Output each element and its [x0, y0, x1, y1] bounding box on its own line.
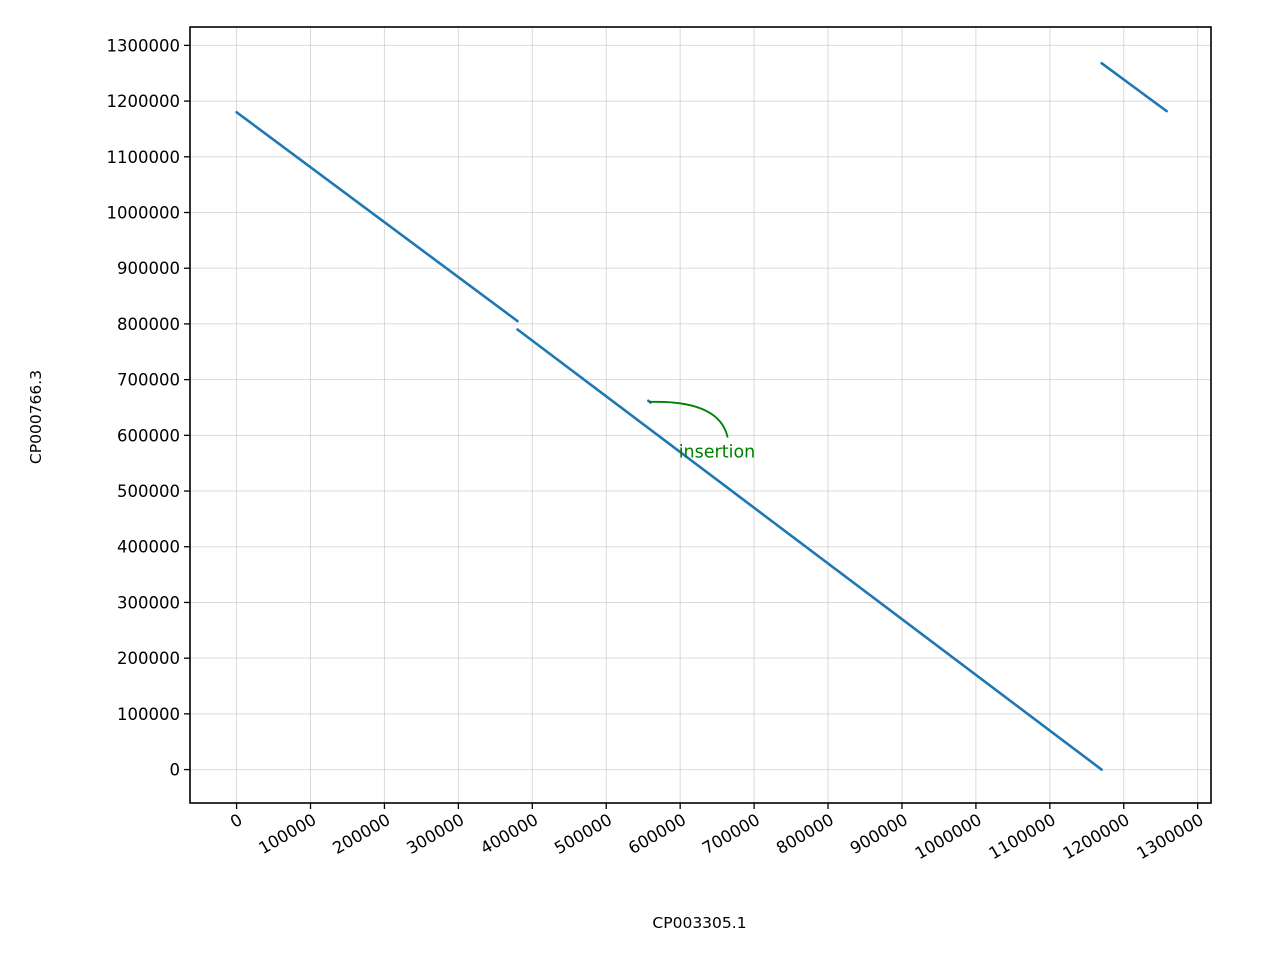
- y-tick-label: 700000: [117, 371, 180, 390]
- y-tick-label: 200000: [117, 649, 180, 668]
- alignment-segment: [235, 110, 519, 323]
- x-tick-label: 0: [227, 810, 246, 832]
- x-tick-label: 400000: [477, 810, 541, 858]
- alignment-segment: [1100, 61, 1168, 113]
- x-tick-label: 800000: [773, 810, 837, 858]
- y-tick-label: 600000: [117, 426, 180, 445]
- annotations: insertion: [649, 400, 756, 463]
- x-tick-label: 1100000: [986, 810, 1059, 863]
- x-tick-label: 700000: [699, 810, 763, 858]
- x-axis-label: CP003305.1: [652, 914, 746, 932]
- y-tick-label: 1100000: [107, 148, 181, 167]
- x-axis-ticks: 0 100000 200000 300000 400000 500000 600000 700…: [227, 803, 1207, 863]
- y-tick-label: 1300000: [107, 36, 181, 55]
- y-axis-label: CP000766.3: [27, 370, 45, 464]
- y-tick-label: 400000: [117, 538, 180, 557]
- annotation-arrow: [649, 400, 729, 438]
- y-tick-label: 0: [170, 761, 181, 780]
- alignment-segments: [235, 61, 1168, 771]
- y-tick-label: 800000: [117, 315, 180, 334]
- x-tick-label: 500000: [551, 810, 615, 858]
- alignment-segment: [516, 328, 1103, 771]
- y-axis-ticks: 0 100000 200000 300000 400000 500000 600000 700…: [107, 36, 190, 780]
- y-tick-label: 300000: [117, 593, 180, 612]
- x-tick-label: 100000: [255, 810, 319, 858]
- y-tick-label: 100000: [117, 705, 180, 724]
- x-tick-label: 1200000: [1060, 810, 1133, 863]
- y-tick-label: 900000: [117, 259, 180, 278]
- x-tick-label: 1300000: [1134, 810, 1207, 863]
- x-tick-label: 200000: [329, 810, 393, 858]
- grid-lines: [190, 27, 1211, 803]
- y-tick-label: 1000000: [107, 204, 181, 223]
- x-tick-label: 1000000: [912, 810, 985, 863]
- x-tick-label: 300000: [403, 810, 467, 858]
- y-tick-label: 500000: [117, 482, 180, 501]
- x-tick-label: 600000: [625, 810, 689, 858]
- plot-frame: [189, 26, 1212, 804]
- y-tick-label: 1200000: [107, 92, 181, 111]
- x-tick-label: 900000: [847, 810, 911, 858]
- annotation-label: insertion: [679, 443, 756, 463]
